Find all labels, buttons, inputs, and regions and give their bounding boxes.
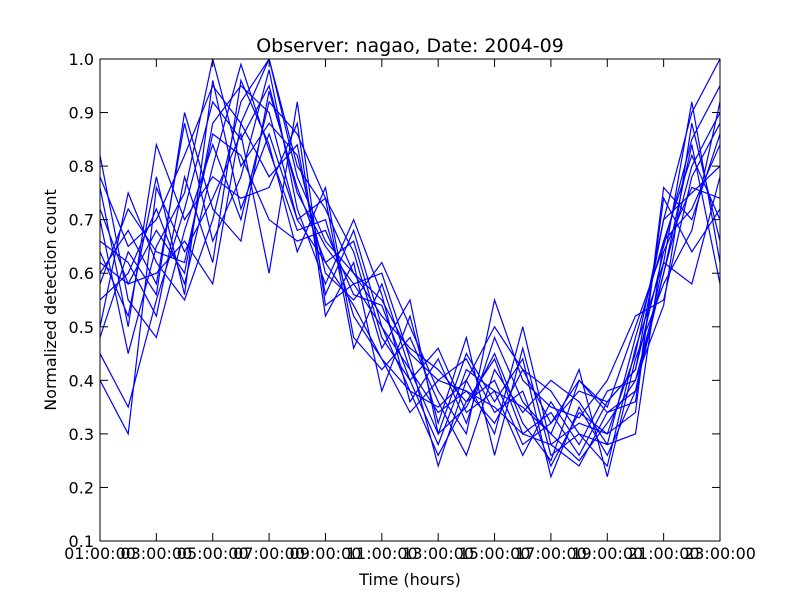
y-tick-label: 0.2 bbox=[69, 478, 94, 497]
series-line-7 bbox=[100, 100, 720, 479]
x-tick-label: 23:00:00 bbox=[684, 544, 756, 563]
series-layer bbox=[100, 59, 720, 479]
x-tick-label: 13:00:00 bbox=[402, 544, 474, 563]
y-tick-label: 0.8 bbox=[69, 157, 94, 176]
y-axis-label: Normalized detection count bbox=[41, 189, 60, 411]
y-tick-label: 0.3 bbox=[69, 425, 94, 444]
y-tick-label: 1.0 bbox=[69, 50, 94, 69]
x-tick-label: 03:00:00 bbox=[120, 544, 192, 563]
x-tick-label: 01:00:00 bbox=[64, 544, 136, 563]
y-tick-label: 0.4 bbox=[69, 371, 94, 390]
x-tick-label: 11:00:00 bbox=[346, 544, 418, 563]
series-line-5 bbox=[100, 59, 720, 436]
y-tick-label: 0.6 bbox=[69, 264, 94, 283]
y-tick-label: 0.1 bbox=[69, 532, 94, 551]
x-tick-label: 17:00:00 bbox=[515, 544, 587, 563]
series-line-1 bbox=[100, 59, 720, 446]
x-axis-label: Time (hours) bbox=[358, 570, 461, 589]
x-tick-label: 05:00:00 bbox=[177, 544, 249, 563]
plot-frame bbox=[99, 58, 721, 542]
series-line-8 bbox=[100, 69, 720, 477]
series-line-10 bbox=[100, 78, 720, 457]
y-tick-label: 0.7 bbox=[69, 211, 94, 230]
x-tick-label: 09:00:00 bbox=[290, 544, 362, 563]
series-line-14 bbox=[100, 121, 720, 457]
ticks-layer: 0.1 0.2 0.3 0.4 0.5 0.6 0.7 0.8 0.9 1.0 01:00:0003… bbox=[64, 50, 756, 563]
x-tick-label: 21:00:00 bbox=[628, 544, 700, 563]
series-line-13 bbox=[100, 90, 720, 468]
x-tick-label: 19:00:00 bbox=[571, 544, 643, 563]
x-tick-label: 15:00:00 bbox=[459, 544, 531, 563]
chart-title: Observer: nagao, Date: 2004-09 bbox=[256, 35, 564, 57]
series-line-6 bbox=[100, 59, 720, 446]
y-tick-label: 0.5 bbox=[69, 318, 94, 337]
y-tick-label: 0.9 bbox=[69, 104, 94, 123]
series-line-15 bbox=[100, 80, 720, 425]
series-line-9 bbox=[100, 101, 720, 469]
x-tick-label: 07:00:00 bbox=[233, 544, 305, 563]
